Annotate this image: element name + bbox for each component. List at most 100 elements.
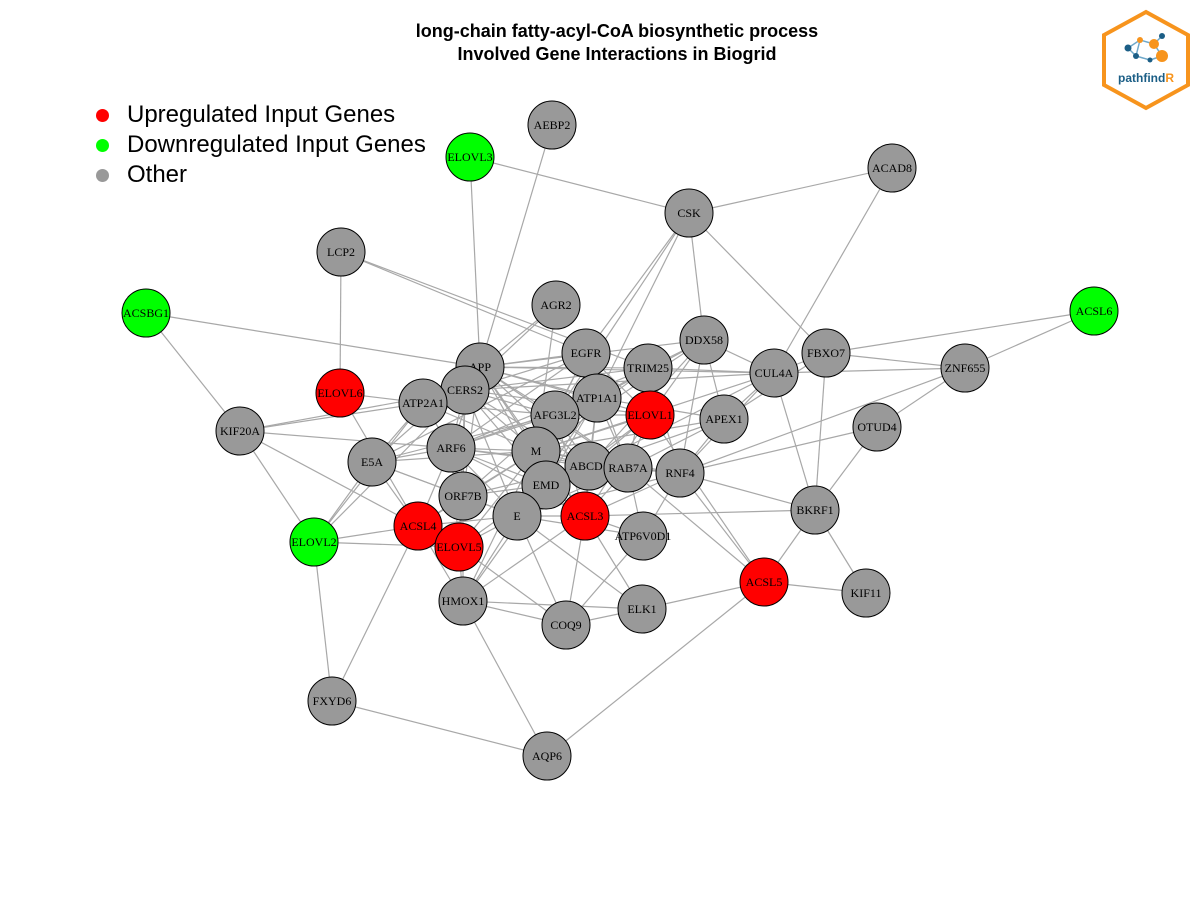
- node-circle-acsl5[interactable]: [739, 557, 789, 607]
- node-circle-acsl6[interactable]: [1069, 286, 1119, 336]
- node-trim25[interactable]: TRIM25: [623, 343, 673, 393]
- node-elovl6[interactable]: ELOVL6: [315, 368, 365, 418]
- node-arf6[interactable]: ARF6: [426, 423, 476, 473]
- node-circle-orf7b[interactable]: [438, 471, 488, 521]
- node-circle-elovl3[interactable]: [445, 132, 495, 182]
- node-circle-apex1[interactable]: [699, 394, 749, 444]
- node-circle-acsbg1[interactable]: [121, 288, 171, 338]
- node-label-e: E: [513, 509, 520, 523]
- node-label-fxyd6: FXYD6: [313, 694, 352, 708]
- node-circle-coq9[interactable]: [541, 600, 591, 650]
- node-atp2a1[interactable]: ATP2A1: [398, 378, 448, 428]
- node-fxyd6[interactable]: FXYD6: [307, 676, 357, 726]
- node-kif11[interactable]: KIF11: [841, 568, 891, 618]
- node-kif20a[interactable]: KIF20A: [215, 406, 265, 456]
- node-abcd1[interactable]: ABCD1: [564, 441, 614, 491]
- node-circle-acad8[interactable]: [867, 143, 917, 193]
- edge-csk-egfr: [585, 212, 690, 354]
- node-e[interactable]: E: [492, 491, 542, 541]
- node-label-csk: CSK: [677, 206, 701, 220]
- node-emd[interactable]: EMD: [521, 460, 571, 510]
- node-cers2[interactable]: CERS2: [440, 365, 490, 415]
- edge-arf6-acsl3: [450, 447, 586, 517]
- node-label-m: M: [531, 444, 542, 458]
- node-orf7b[interactable]: ORF7B: [438, 471, 488, 521]
- node-circle-elovl1[interactable]: [625, 390, 675, 440]
- node-label-emd: EMD: [533, 478, 560, 492]
- node-atp6v0d1[interactable]: ATP6V0D1: [615, 511, 672, 561]
- node-circle-csk[interactable]: [664, 188, 714, 238]
- node-acsl3[interactable]: ACSL3: [560, 491, 610, 541]
- node-circle-aebp2[interactable]: [527, 100, 577, 150]
- node-acsl6[interactable]: ACSL6: [1069, 286, 1119, 336]
- node-circle-acsl3[interactable]: [560, 491, 610, 541]
- node-hmox1[interactable]: HMOX1: [438, 576, 488, 626]
- node-egfr[interactable]: EGFR: [561, 328, 611, 378]
- node-apex1[interactable]: APEX1: [699, 394, 749, 444]
- node-rab7a[interactable]: RAB7A: [603, 443, 653, 493]
- node-circle-kif20a[interactable]: [215, 406, 265, 456]
- node-circle-fbxo7[interactable]: [801, 328, 851, 378]
- node-atp1a1[interactable]: ATP1A1: [572, 373, 622, 423]
- node-circle-elovl5[interactable]: [434, 522, 484, 572]
- node-circle-e5a[interactable]: [347, 437, 397, 487]
- node-fbxo7[interactable]: FBXO7: [801, 328, 851, 378]
- node-e5a[interactable]: E5A: [347, 437, 397, 487]
- legend-item-up: Upregulated Input Genes: [96, 100, 426, 130]
- node-circle-bkrf1[interactable]: [790, 485, 840, 535]
- node-label-acsl5: ACSL5: [746, 575, 783, 589]
- node-circle-arf6[interactable]: [426, 423, 476, 473]
- node-circle-hmox1[interactable]: [438, 576, 488, 626]
- node-acsbg1[interactable]: ACSBG1: [121, 288, 171, 338]
- edge-cul4a-znf655: [773, 367, 966, 374]
- node-circle-atp1a1[interactable]: [572, 373, 622, 423]
- node-circle-atp6v0d1[interactable]: [618, 511, 668, 561]
- node-elovl5[interactable]: ELOVL5: [434, 522, 484, 572]
- node-label-arf6: ARF6: [436, 441, 465, 455]
- node-circle-lcp2[interactable]: [316, 227, 366, 277]
- node-elovl2[interactable]: ELOVL2: [289, 517, 339, 567]
- node-znf655[interactable]: ZNF655: [940, 343, 990, 393]
- node-circle-fxyd6[interactable]: [307, 676, 357, 726]
- node-circle-rnf4[interactable]: [655, 448, 705, 498]
- node-label-cul4a: CUL4A: [755, 366, 794, 380]
- node-aebp2[interactable]: AEBP2: [527, 100, 577, 150]
- node-label-kif11: KIF11: [851, 586, 882, 600]
- logo-text-main: pathfind: [1118, 71, 1165, 85]
- node-circle-elk1[interactable]: [617, 584, 667, 634]
- node-label-aebp2: AEBP2: [534, 118, 571, 132]
- node-circle-rab7a[interactable]: [603, 443, 653, 493]
- node-afg3l2[interactable]: AFG3L2: [530, 390, 580, 440]
- node-elovl3[interactable]: ELOVL3: [445, 132, 495, 182]
- node-circle-atp2a1[interactable]: [398, 378, 448, 428]
- node-circle-elovl6[interactable]: [315, 368, 365, 418]
- node-circle-znf655[interactable]: [940, 343, 990, 393]
- node-otud4[interactable]: OTUD4: [852, 402, 902, 452]
- node-coq9[interactable]: COQ9: [541, 600, 591, 650]
- node-agr2[interactable]: AGR2: [531, 280, 581, 330]
- node-acad8[interactable]: ACAD8: [867, 143, 917, 193]
- node-rnf4[interactable]: RNF4: [655, 448, 705, 498]
- node-circle-cul4a[interactable]: [749, 348, 799, 398]
- node-acsl5[interactable]: ACSL5: [739, 557, 789, 607]
- node-bkrf1[interactable]: BKRF1: [790, 485, 840, 535]
- node-circle-ddx58[interactable]: [679, 315, 729, 365]
- node-circle-kif11[interactable]: [841, 568, 891, 618]
- edge-acad8-csk: [688, 167, 893, 214]
- node-elk1[interactable]: ELK1: [617, 584, 667, 634]
- node-lcp2[interactable]: LCP2: [316, 227, 366, 277]
- node-circle-e[interactable]: [492, 491, 542, 541]
- node-circle-aqp6[interactable]: [522, 731, 572, 781]
- node-ddx58[interactable]: DDX58: [679, 315, 729, 365]
- node-circle-otud4[interactable]: [852, 402, 902, 452]
- node-circle-acsl4[interactable]: [393, 501, 443, 551]
- node-circle-emd[interactable]: [521, 460, 571, 510]
- node-cul4a[interactable]: CUL4A: [749, 348, 799, 398]
- node-csk[interactable]: CSK: [664, 188, 714, 238]
- node-circle-elovl2[interactable]: [289, 517, 339, 567]
- node-elovl1[interactable]: ELOVL1: [625, 390, 675, 440]
- edge-e-elk1: [516, 515, 643, 610]
- node-aqp6[interactable]: AQP6: [522, 731, 572, 781]
- node-acsl4[interactable]: ACSL4: [393, 501, 443, 551]
- node-circle-agr2[interactable]: [531, 280, 581, 330]
